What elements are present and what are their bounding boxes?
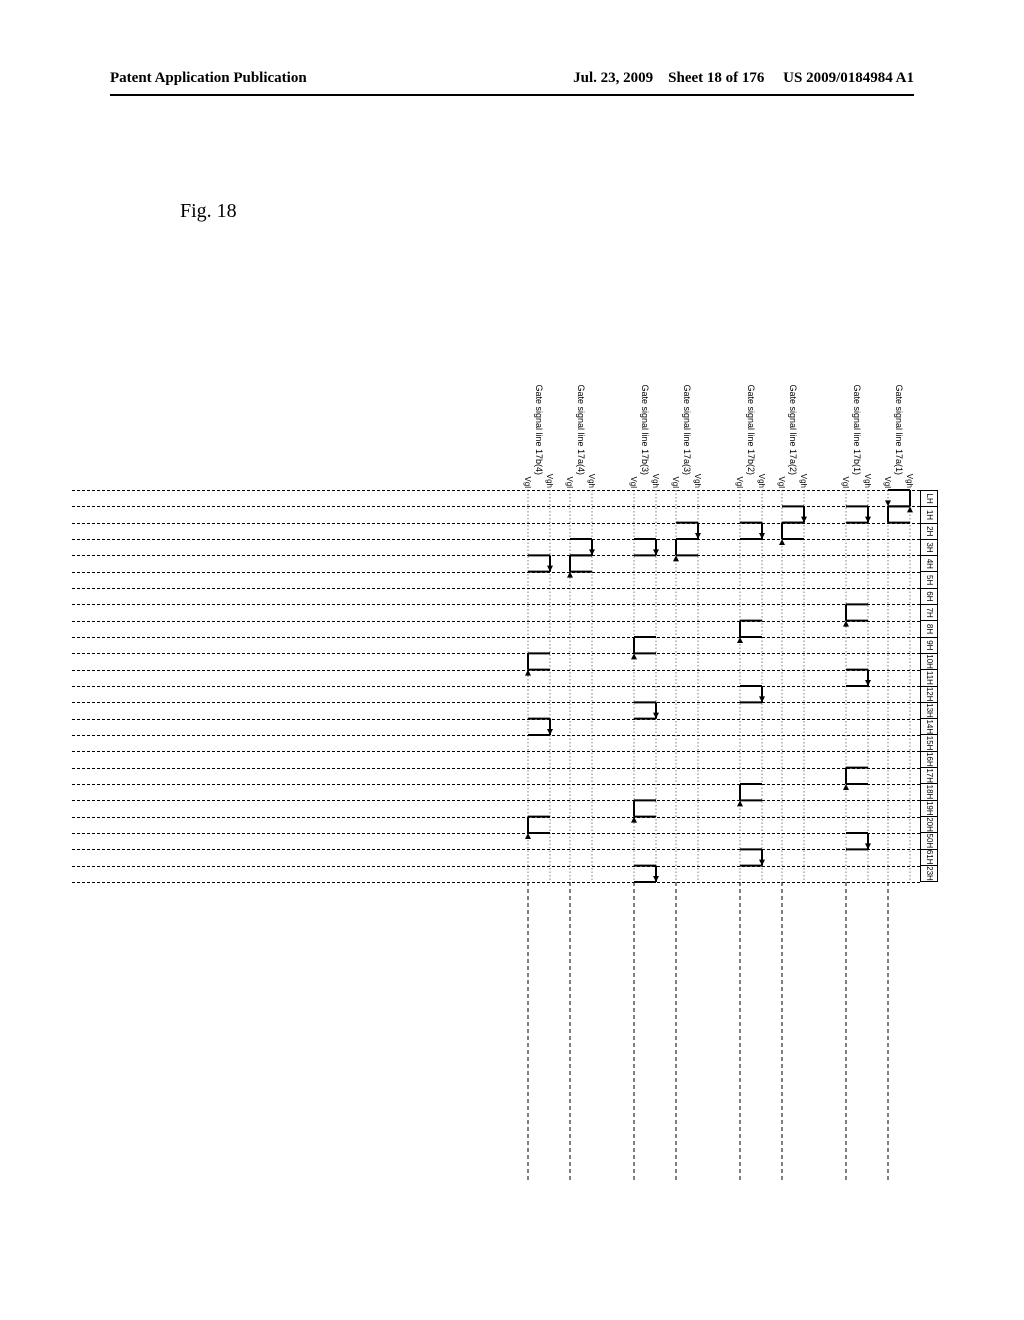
time-slot: 12H [921,687,937,703]
time-slot: 3H [921,540,937,556]
time-header: LH1H2H3H4H5H6H7H8H9H10H11H12H13H14H15H16… [920,490,938,882]
signal-label: Gate signal line 17b(4) [534,345,544,475]
vgl-label: Vgl [777,468,786,488]
time-slot: 15H [921,735,937,751]
pub-number: US 2009/0184984 A1 [783,70,914,86]
time-slot: 5H [921,572,937,588]
vgh-label: Vgh [545,468,554,488]
vgl-label: Vgl [841,468,850,488]
time-slot: 4H [921,556,937,572]
time-slot: 20H [921,817,937,833]
time-slot: 2H [921,524,937,540]
signal-row: Gate signal line 17b(4)VghVgl [516,350,552,882]
vgh-label: Vgh [693,468,702,488]
signal-label: Gate signal line 17a(2) [788,345,798,475]
time-slot: 61H [921,850,937,866]
vgh-label: Vgh [799,468,808,488]
pub-date: Jul. 23, 2009 [573,70,653,86]
vgh-label: Vgh [905,468,914,488]
vgl-label: Vgl [735,468,744,488]
signal-row: Gate signal line 17a(4)VghVgl [558,350,594,882]
wave-area [516,490,552,882]
vgh-label: Vgh [757,468,766,488]
wave-area [834,490,870,882]
wave-area [664,490,700,882]
wave-area [876,490,912,882]
time-slot: 19H [921,801,937,817]
time-slot: 1H [921,507,937,523]
wave-area [622,490,658,882]
time-slot: 11H [921,670,937,686]
signal-label: Gate signal line 17b(1) [852,345,862,475]
signal-row: Gate signal line 17a(2)VghVgl [770,350,806,882]
time-slot: 6H [921,589,937,605]
signal-label: Gate signal line 17b(2) [746,345,756,475]
signal-row: Gate signal line 17a(1)VghVgl [876,350,912,882]
vgl-label: Vgl [629,468,638,488]
header-rule [110,94,914,96]
time-slot: 16H [921,752,937,768]
time-slot: LH [921,491,937,507]
vgh-label: Vgh [651,468,660,488]
signal-row: Gate signal line 17b(1)VghVgl [834,350,870,882]
signal-label: Gate signal line 17a(1) [894,345,904,475]
time-slot: 13H [921,703,937,719]
time-slot: 18H [921,784,937,800]
time-slot: 14H [921,719,937,735]
vgl-label: Vgl [523,468,532,488]
wave-area [728,490,764,882]
timing-diagram: LH1H2H3H4H5H6H7H8H9H10H11H12H13H14H15H16… [120,350,920,890]
vgl-label: Vgl [565,468,574,488]
signal-label: Gate signal line 17a(4) [576,345,586,475]
vgh-label: Vgh [863,468,872,488]
signal-label: Gate signal line 17b(3) [640,345,650,475]
time-slot: 50H [921,833,937,849]
signal-row: Gate signal line 17b(2)VghVgl [728,350,764,882]
signal-label: Gate signal line 17a(3) [682,345,692,475]
wave-area [770,490,806,882]
vgl-label: Vgl [671,468,680,488]
signal-row: Gate signal line 17b(3)VghVgl [622,350,658,882]
time-slot: 17H [921,768,937,784]
sheet-number: Sheet 18 of 176 [668,70,764,86]
time-slot: 7H [921,605,937,621]
page-header: Patent Application Publication Jul. 23, … [110,70,914,87]
header-right: Jul. 23, 2009 Sheet 18 of 176 US 2009/01… [573,70,914,87]
time-slot: 10H [921,654,937,670]
wave-area [558,490,594,882]
vgh-label: Vgh [587,468,596,488]
figure-label: Fig. 18 [180,200,237,223]
signal-row: Gate signal line 17a(3)VghVgl [664,350,700,882]
publication-label: Patent Application Publication [110,70,307,86]
time-slot: 8H [921,621,937,637]
vgl-label: Vgl [883,468,892,488]
time-slot: 9H [921,638,937,654]
time-slot: 23H [921,866,937,881]
